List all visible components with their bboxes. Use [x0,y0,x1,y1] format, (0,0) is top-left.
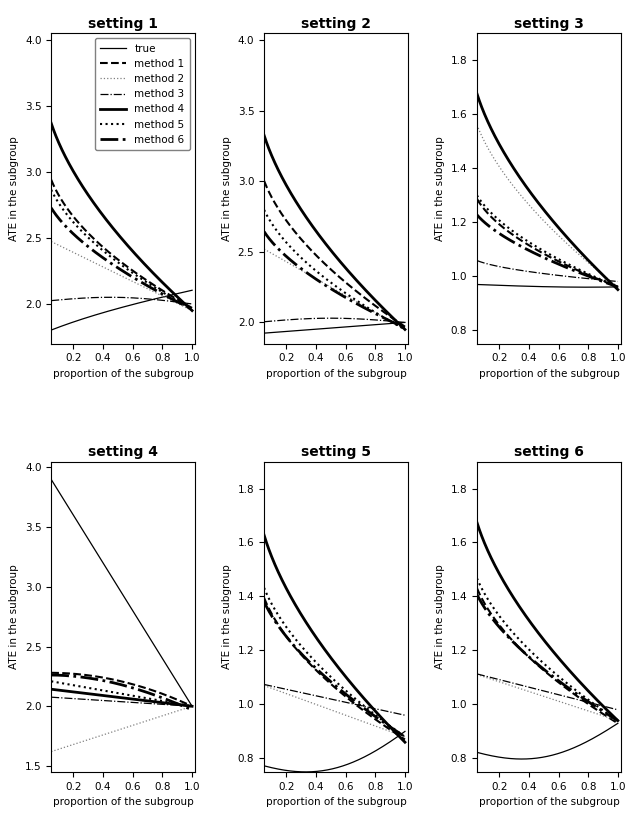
Y-axis label: ATE in the subgroup: ATE in the subgroup [222,136,232,241]
X-axis label: proportion of the subgroup: proportion of the subgroup [266,369,406,378]
Y-axis label: ATE in the subgroup: ATE in the subgroup [222,564,232,669]
Y-axis label: ATE in the subgroup: ATE in the subgroup [435,564,445,669]
Title: setting 4: setting 4 [88,445,158,459]
X-axis label: proportion of the subgroup: proportion of the subgroup [52,369,193,378]
Title: setting 2: setting 2 [301,17,371,31]
Y-axis label: ATE in the subgroup: ATE in the subgroup [10,564,19,669]
X-axis label: proportion of the subgroup: proportion of the subgroup [479,797,620,808]
Title: setting 5: setting 5 [301,445,371,459]
Legend: true, method 1, method 2, method 3, method 4, method 5, method 6: true, method 1, method 2, method 3, meth… [95,38,190,150]
Title: setting 6: setting 6 [514,445,584,459]
X-axis label: proportion of the subgroup: proportion of the subgroup [266,797,406,808]
X-axis label: proportion of the subgroup: proportion of the subgroup [52,797,193,808]
Title: setting 3: setting 3 [514,17,584,31]
Y-axis label: ATE in the subgroup: ATE in the subgroup [10,136,19,241]
X-axis label: proportion of the subgroup: proportion of the subgroup [479,369,620,378]
Title: setting 1: setting 1 [88,17,158,31]
Y-axis label: ATE in the subgroup: ATE in the subgroup [435,136,445,241]
